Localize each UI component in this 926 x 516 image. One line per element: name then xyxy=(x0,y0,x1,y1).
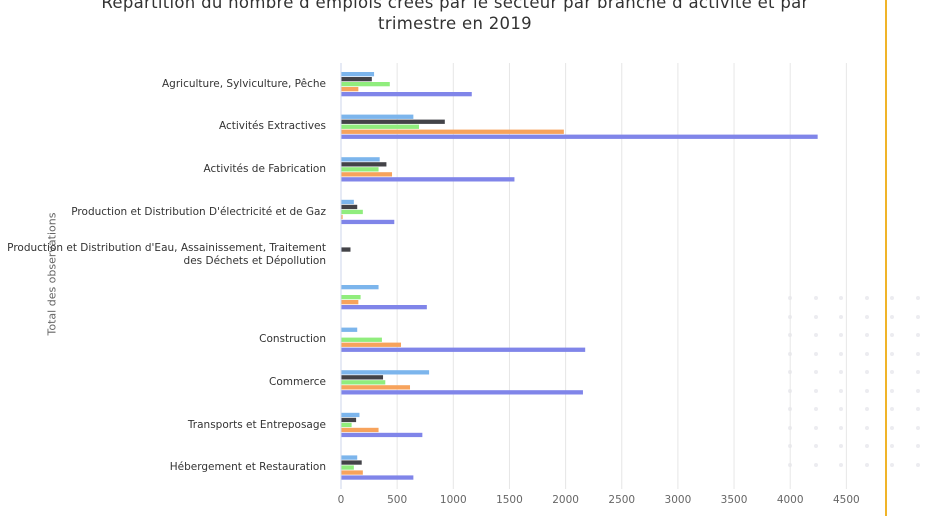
chart-title-line-2: trimestre en 2019 xyxy=(378,14,532,33)
bar-series5-cat10[interactable] xyxy=(341,475,414,480)
bar-series4-cat1[interactable] xyxy=(341,87,359,92)
x-tick-label: 500 xyxy=(387,494,408,506)
bar-series4-cat8[interactable] xyxy=(341,385,411,390)
bar-series3-cat10[interactable] xyxy=(341,465,354,470)
bar-series1-cat10[interactable] xyxy=(341,455,358,460)
x-tick-label: 2000 xyxy=(552,494,579,506)
bar-series3-cat3[interactable] xyxy=(341,167,379,172)
bar-series2-cat9[interactable] xyxy=(341,417,357,423)
x-tick-label: 1500 xyxy=(496,494,523,506)
x-tick-label: 4000 xyxy=(776,494,804,506)
bar-series4-cat4[interactable] xyxy=(341,214,343,220)
category-label: Agriculture, Sylviculture, Pêche xyxy=(162,77,326,90)
bar-series5-cat8[interactable] xyxy=(341,390,583,395)
category-label: Activités Extractives xyxy=(219,120,326,133)
bar-series4-cat2[interactable] xyxy=(341,129,564,134)
bar-series3-cat2[interactable] xyxy=(341,124,419,129)
accent-divider xyxy=(885,0,887,516)
bar-series5-cat7[interactable] xyxy=(341,347,586,352)
x-tick-label: 4500 xyxy=(832,494,860,506)
bar-series5-cat6[interactable] xyxy=(341,305,427,310)
category-label: Transports et Entreposage xyxy=(187,418,326,431)
bar-series4-cat9[interactable] xyxy=(341,427,379,433)
category-label: Commerce xyxy=(269,376,326,388)
bar-series2-cat1[interactable] xyxy=(341,77,372,82)
bar-series5-cat3[interactable] xyxy=(341,177,515,182)
bar-series1-cat4[interactable] xyxy=(341,199,354,205)
category-label: Hébergement et Restauration xyxy=(169,461,326,474)
bar-series3-cat4[interactable] xyxy=(341,209,363,215)
bar-series1-cat7[interactable] xyxy=(341,327,358,332)
bar-series1-cat2[interactable] xyxy=(341,114,414,119)
bar-series3-cat6[interactable] xyxy=(341,295,361,300)
category-label: Construction xyxy=(259,333,326,346)
bar-series2-cat4[interactable] xyxy=(341,204,358,210)
bar-series3-cat8[interactable] xyxy=(341,380,386,385)
x-tick-label: 3000 xyxy=(664,494,692,506)
bar-series5-cat9[interactable] xyxy=(341,432,423,438)
bar-series2-cat10[interactable] xyxy=(341,460,362,465)
bar-series2-cat2[interactable] xyxy=(341,119,445,124)
bar-series2-cat8[interactable] xyxy=(341,375,384,380)
category-label: Activités de Fabrication xyxy=(203,163,326,175)
x-tick-label: 3500 xyxy=(720,494,748,506)
bar-series1-cat9[interactable] xyxy=(341,412,360,418)
bar-series3-cat1[interactable] xyxy=(341,82,390,87)
bar-series1-cat1[interactable] xyxy=(341,72,375,77)
chart-title: Répartition du nombre d’emplois créés pa… xyxy=(60,0,850,34)
x-tick-label: 1000 xyxy=(439,494,467,506)
bar-series2-cat5[interactable] xyxy=(341,247,351,252)
bar-series4-cat10[interactable] xyxy=(341,470,363,475)
bar-series2-cat3[interactable] xyxy=(341,162,387,167)
category-label: Production et Distribution D'électricité… xyxy=(71,205,326,218)
bar-series4-cat7[interactable] xyxy=(341,342,402,347)
bar-series5-cat2[interactable] xyxy=(341,134,818,139)
bar-series1-cat8[interactable] xyxy=(341,370,430,375)
bar-series3-cat9[interactable] xyxy=(341,422,352,428)
bar-series3-cat7[interactable] xyxy=(341,337,382,342)
category-label: Production et Distribution d'Eau, Assain… xyxy=(7,241,326,268)
bar-series5-cat1[interactable] xyxy=(341,92,472,97)
bar-series5-cat4[interactable] xyxy=(341,219,395,225)
chart-title-line-1: Répartition du nombre d’emplois créés pa… xyxy=(101,0,809,12)
bar-series1-cat6[interactable] xyxy=(341,285,379,290)
bar-series1-cat3[interactable] xyxy=(341,157,380,162)
x-tick-label: 2500 xyxy=(608,494,636,506)
bar-series4-cat6[interactable] xyxy=(341,300,359,305)
bar-series4-cat3[interactable] xyxy=(341,172,393,177)
x-tick-label: 0 xyxy=(337,494,345,506)
